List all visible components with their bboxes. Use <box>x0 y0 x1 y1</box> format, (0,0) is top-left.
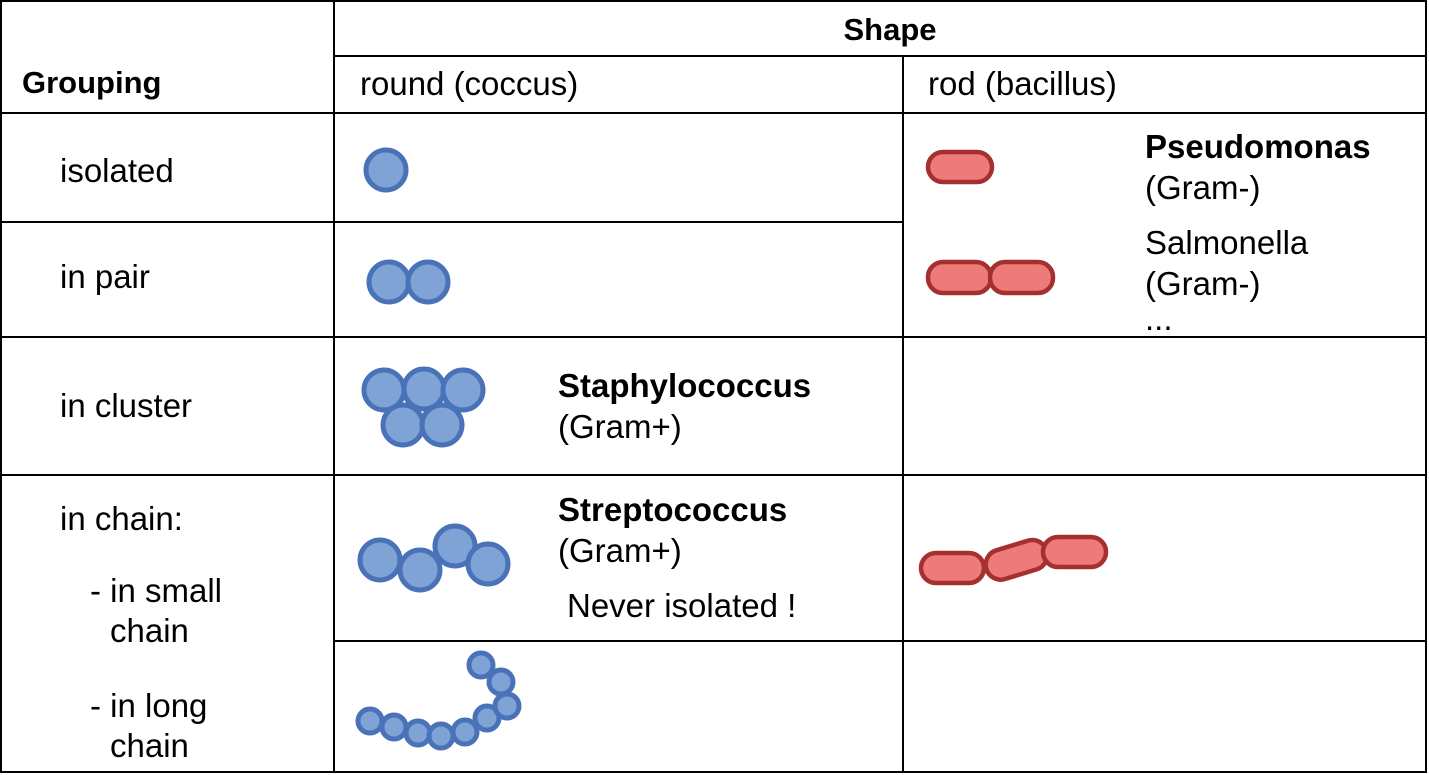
row-label-small-chain-line2: chain <box>110 612 189 649</box>
coccus-cell-icon <box>465 541 511 587</box>
bacillus-cell-icon <box>918 550 987 586</box>
diplobacillus-icon <box>925 259 1056 296</box>
streptococcus-gram-label: (Gram+) <box>558 532 682 569</box>
coccus-cell-icon <box>403 718 433 748</box>
ellipsis-label: ... <box>1145 300 1173 337</box>
streptococcus-small-chain-icon <box>357 523 511 593</box>
diplococcus-icon <box>366 259 451 305</box>
rod-bacillus-header: rod (bacillus) <box>928 65 1117 102</box>
row-label-cluster: in cluster <box>60 387 192 424</box>
streptococcus-label: Streptococcus <box>558 491 787 528</box>
coccus-cell-icon <box>440 367 486 413</box>
bacillus-cell-icon <box>925 259 994 296</box>
staphylococcus-cluster-icon <box>361 366 486 448</box>
coccus-cell-icon <box>357 537 403 583</box>
bacillus-cell-icon <box>987 259 1056 296</box>
bacillus-cell-icon <box>1040 534 1109 570</box>
bacillus-isolated-icon <box>925 149 995 185</box>
row-label-pair: in pair <box>60 258 150 295</box>
coccus-cell-icon <box>492 691 522 721</box>
staphylococcus-gram-label: (Gram+) <box>558 408 682 445</box>
round-coccus-header: round (coccus) <box>360 65 578 102</box>
row-label-long-chain-line1: - in long <box>90 687 207 724</box>
streptococcus-long-chain-icon <box>355 650 522 751</box>
coccus-cell-icon <box>405 259 451 305</box>
row-label-long-chain-line2: chain <box>110 727 189 764</box>
coccus-cell-icon <box>355 706 385 736</box>
pseudomonas-gram-label: (Gram-) <box>1145 169 1260 206</box>
shape-header: Shape <box>843 12 936 47</box>
coccus-cell-icon <box>366 259 412 305</box>
coccus-cell-icon <box>426 721 456 751</box>
grouping-header: Grouping <box>22 65 161 100</box>
coccus-cell-icon <box>466 650 496 680</box>
coccus-cell-icon <box>397 547 443 593</box>
pseudomonas-label: Pseudomonas <box>1145 128 1371 165</box>
coccus-cell-icon <box>379 712 409 742</box>
salmonella-label: Salmonella <box>1145 224 1309 261</box>
bacillus-cell-icon <box>983 537 1050 582</box>
coccus-cell-icon <box>380 402 426 448</box>
row-label-chain: in chain: <box>60 500 183 537</box>
staphylococcus-label: Staphylococcus <box>558 367 811 404</box>
coccus-cell-icon <box>486 667 516 697</box>
salmonella-gram-label: (Gram-) <box>1145 265 1260 302</box>
row-label-small-chain-line1: - in small <box>90 572 222 609</box>
streptobacillus-chain-icon <box>918 534 1109 586</box>
never-isolated-note: Never isolated ! <box>567 587 796 624</box>
coccus-cell-icon <box>419 402 465 448</box>
coccus-cell-icon <box>450 717 480 747</box>
coccus-isolated-icon <box>363 147 409 193</box>
row-label-isolated: isolated <box>60 152 174 189</box>
